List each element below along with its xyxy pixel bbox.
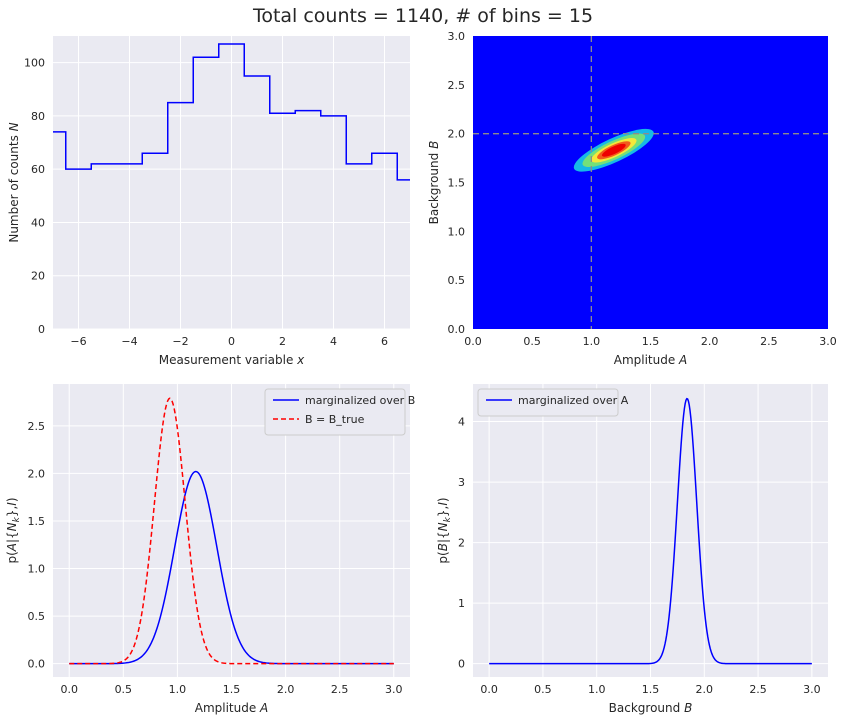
y-tick-label: 0.5 — [28, 610, 46, 623]
y-tick-label: 2.5 — [28, 420, 46, 433]
y-tick-label: 40 — [31, 216, 45, 229]
x-tick-label: 2.5 — [331, 683, 349, 696]
y-tick-label: 1 — [458, 597, 465, 610]
amplitude-posterior-axes: 0.0 0.5 1.0 1.5 2.0 2.5 3.0 0.0 0.5 1.0 1.5 2.0 2.5 m… — [5, 384, 415, 715]
x-axis-label: Amplitude A — [195, 701, 269, 715]
y-tick-label: 3.0 — [448, 30, 466, 43]
x-tick-label: 0.0 — [464, 335, 482, 348]
x-tick-label: 2.5 — [760, 335, 778, 348]
y-tick-label: 2.5 — [448, 79, 466, 92]
x-tick-label: 1.0 — [588, 683, 606, 696]
x-tick-label: −2 — [172, 335, 188, 348]
y-tick-label: 1.5 — [28, 515, 46, 528]
y-tick-label: 0.5 — [448, 274, 466, 287]
gridlines — [53, 36, 410, 330]
contour-level — [601, 143, 626, 157]
x-tick-label: 1.5 — [642, 683, 660, 696]
x-axis-label: Background B — [609, 701, 693, 715]
x-tick-label: 0.5 — [115, 683, 133, 696]
y-tick-label: 1.5 — [448, 177, 466, 190]
legend: marginalized over B B = B_true — [264, 388, 415, 436]
histogram-series — [53, 43, 410, 181]
histogram-step-line — [53, 43, 410, 181]
x-tick-label: 2 — [279, 335, 286, 348]
y-tick-label: 20 — [31, 270, 45, 283]
y-tick-label: 1.0 — [448, 225, 466, 238]
legend-label: B = B_true — [305, 413, 365, 426]
contour-axes: 0.0 0.5 1.0 1.5 2.0 2.5 3.0 0.0 0.5 1.0 1.5 2.0 2.5 3… — [427, 30, 837, 367]
y-tick-label: 60 — [31, 163, 45, 176]
y-axis-label: Number of counts N — [7, 122, 21, 242]
y-tick-label: 0.0 — [448, 323, 466, 336]
contour-base-level — [473, 36, 828, 329]
y-axis-label: p(B|{Nk},I) — [436, 497, 453, 563]
x-tick-label: 6 — [381, 335, 388, 348]
y-tick-label: 0 — [458, 658, 465, 671]
x-tick-label: 1.0 — [169, 683, 187, 696]
x-tick-label: 3.0 — [385, 683, 403, 696]
x-tick-label: 1.5 — [223, 683, 241, 696]
y-tick-label: 100 — [24, 57, 45, 70]
figure-title: Total counts = 1140, # of bins = 15 — [252, 5, 593, 27]
y-tick-label: 2.0 — [448, 128, 466, 141]
x-tick-label: 1.0 — [583, 335, 601, 348]
x-tick-label: 2.0 — [696, 683, 714, 696]
y-tick-label: 80 — [31, 110, 45, 123]
btrue-series-line — [69, 397, 394, 665]
x-axis-label: Amplitude A — [614, 353, 688, 367]
x-tick-label: 0.0 — [480, 683, 498, 696]
y-tick-label: 4 — [458, 416, 465, 429]
x-tick-label: 2.0 — [701, 335, 719, 348]
legend-box — [477, 388, 619, 417]
marginalized-a-series-line — [489, 397, 812, 665]
y-tick-label: 2 — [458, 537, 465, 550]
y-axis-label: p(A|{Nk},I) — [5, 497, 22, 563]
x-tick-label: 3.0 — [803, 683, 821, 696]
x-tick-label: 3.0 — [819, 335, 837, 348]
x-tick-label: 0.5 — [534, 683, 552, 696]
x-tick-label: 2.5 — [749, 683, 767, 696]
legend-label: marginalized over B — [305, 394, 415, 407]
y-tick-label: 3 — [458, 476, 465, 489]
contour-plot — [473, 36, 828, 329]
x-tick-label: 2.0 — [277, 683, 295, 696]
legend-box — [264, 388, 406, 436]
x-tick-label: 0.0 — [60, 683, 78, 696]
y-tick-label: 1.0 — [28, 563, 46, 576]
y-axis-label: Background B — [427, 141, 441, 225]
x-tick-label: 1.5 — [642, 335, 660, 348]
x-tick-label: 0 — [228, 335, 235, 348]
x-axis-label: Measurement variable x — [159, 353, 305, 367]
y-tick-label: 0.0 — [28, 658, 46, 671]
marginalized-b-series-line — [69, 470, 394, 665]
y-tick-label: 2.0 — [28, 467, 46, 480]
x-tick-label: −6 — [70, 335, 86, 348]
legend: marginalized over A — [477, 388, 629, 417]
y-tick-label: 0 — [38, 323, 45, 336]
series-group — [69, 397, 394, 665]
x-tick-label: 0.5 — [523, 335, 541, 348]
x-tick-label: −4 — [121, 335, 137, 348]
series-group — [489, 397, 812, 665]
background-posterior-axes: 0.0 0.5 1.0 1.5 2.0 2.5 3.0 0 1 2 3 4 marginalized o… — [436, 384, 828, 715]
x-tick-label: 4 — [330, 335, 337, 348]
legend-label: marginalized over A — [518, 394, 629, 407]
